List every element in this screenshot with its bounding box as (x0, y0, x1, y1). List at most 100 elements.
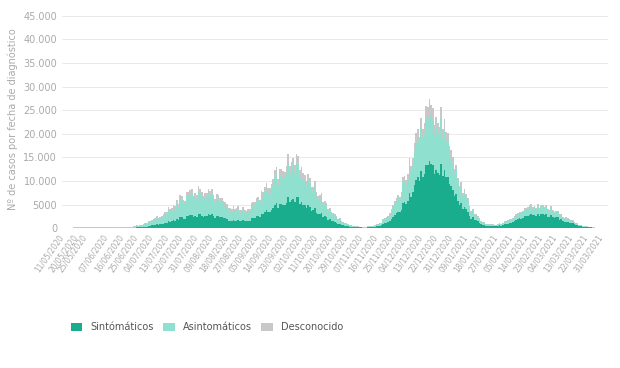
Bar (508, 219, 510, 220)
Bar (203, 195, 204, 200)
Bar (454, 196, 456, 228)
Bar (544, 215, 545, 228)
Bar (366, 227, 367, 228)
Bar (115, 227, 116, 228)
Bar (169, 222, 171, 228)
Bar (437, 133, 439, 173)
Bar (232, 206, 234, 209)
Bar (497, 224, 498, 226)
Bar (447, 177, 449, 228)
Bar (198, 186, 199, 192)
Bar (299, 177, 301, 204)
Bar (585, 227, 587, 228)
Bar (432, 165, 434, 228)
Bar (254, 205, 256, 218)
Bar (304, 175, 306, 181)
Bar (261, 213, 262, 228)
Bar (399, 212, 401, 228)
Bar (397, 212, 399, 228)
Bar (524, 210, 525, 216)
Bar (427, 107, 429, 118)
Bar (314, 181, 316, 187)
Bar (327, 220, 329, 228)
Bar (293, 166, 294, 199)
Bar (294, 173, 296, 202)
Bar (264, 212, 266, 228)
Bar (389, 213, 391, 215)
Bar (518, 218, 520, 228)
Bar (244, 221, 246, 228)
Bar (500, 226, 502, 228)
Bar (376, 226, 377, 228)
Bar (335, 217, 337, 223)
Bar (449, 146, 450, 153)
Bar (289, 166, 291, 173)
Bar (402, 177, 404, 182)
Bar (171, 210, 172, 222)
Bar (384, 218, 386, 219)
Bar (464, 192, 466, 207)
Bar (176, 219, 177, 228)
Bar (289, 173, 291, 202)
Bar (232, 220, 234, 228)
Bar (350, 227, 352, 228)
Bar (269, 212, 271, 228)
Bar (405, 204, 407, 228)
Bar (274, 170, 276, 177)
Bar (276, 167, 277, 174)
Bar (249, 209, 251, 211)
Bar (432, 119, 434, 165)
Bar (440, 106, 442, 118)
Bar (256, 202, 257, 216)
Bar (269, 188, 271, 193)
Bar (206, 216, 208, 228)
Bar (236, 208, 237, 211)
Bar (156, 218, 157, 224)
Bar (266, 210, 267, 228)
Bar (477, 217, 479, 222)
Bar (309, 184, 311, 207)
Bar (281, 169, 282, 176)
Bar (452, 190, 454, 228)
Bar (176, 204, 177, 219)
Bar (532, 207, 534, 209)
Bar (404, 202, 405, 228)
Bar (440, 164, 442, 228)
Bar (377, 224, 379, 226)
Bar (569, 220, 570, 223)
Bar (256, 216, 257, 228)
Bar (316, 192, 317, 197)
Bar (246, 211, 247, 213)
Bar (317, 199, 319, 214)
Bar (193, 196, 194, 201)
Bar (489, 224, 490, 226)
Bar (522, 218, 524, 228)
Bar (410, 197, 412, 228)
Bar (430, 164, 432, 228)
Bar (201, 216, 203, 228)
Bar (164, 212, 166, 215)
Bar (282, 171, 284, 178)
Bar (312, 191, 314, 210)
Bar (391, 211, 392, 219)
Bar (450, 157, 452, 186)
Bar (391, 209, 392, 211)
Bar (229, 221, 231, 228)
Bar (382, 224, 384, 228)
Bar (424, 174, 425, 228)
Bar (445, 177, 447, 228)
Bar (377, 226, 379, 228)
Bar (427, 118, 429, 165)
Bar (214, 203, 216, 218)
Bar (359, 227, 361, 228)
Bar (301, 167, 303, 174)
Bar (564, 219, 565, 222)
Bar (482, 222, 484, 224)
Bar (512, 223, 513, 228)
Bar (467, 198, 469, 201)
Bar (585, 226, 587, 227)
Bar (555, 217, 557, 228)
Bar (184, 204, 186, 219)
Bar (303, 205, 304, 228)
Bar (113, 227, 115, 228)
